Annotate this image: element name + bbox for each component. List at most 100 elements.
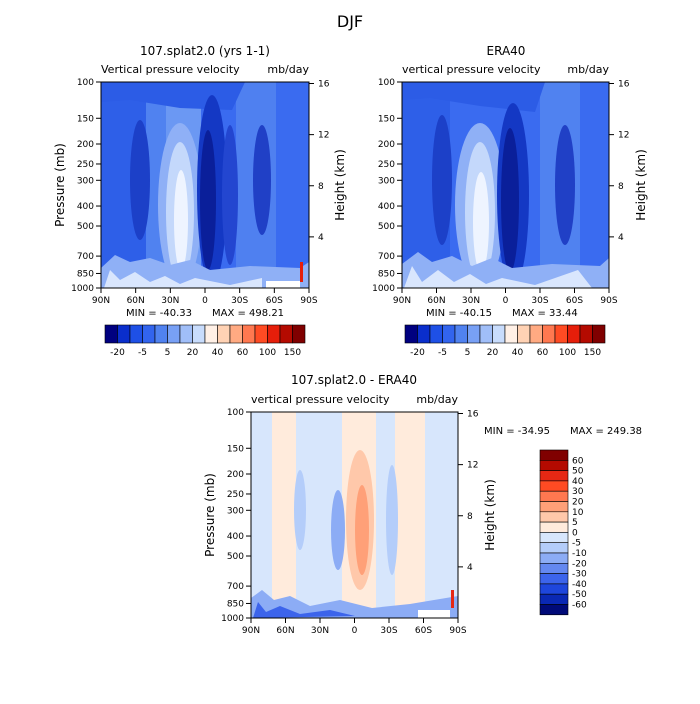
colorbar-swatch [254,324,268,344]
colorbar-swatch [539,593,569,605]
colorbar-label: -60 [572,601,587,611]
colorbar-swatch [292,324,306,344]
panel-difference: 107.splat2.0 - ERA40 vertical pressure v… [203,373,642,636]
panel-1-ytick-label: 150 [378,114,395,124]
panel-model-title: 107.splat2.0 (yrs 1-1) [140,44,270,58]
panel-diff-ylabel-right: Height (km) [483,479,497,550]
panel-0-ytick-label: 400 [77,202,94,212]
colorbar-label: 0 [572,528,578,538]
colorbar-label: 100 [259,348,276,358]
panel-era40-max: MAX = 33.44 [512,308,578,319]
field-contour-equator-core [355,485,369,575]
panel-diff-title: 107.splat2.0 - ERA40 [291,373,417,387]
panel-era40-min: MIN = -40.15 [426,308,492,319]
colorbar-swatch [539,459,569,471]
colorbar-swatch [529,324,543,344]
panel-1-ytick-right-label: 8 [618,182,624,192]
colorbar-swatch [179,324,193,344]
colorbar-label: -5 [572,539,581,549]
colorbar-label: 5 [465,348,471,358]
colorbar-swatch [167,324,181,344]
colorbar-swatch [417,324,431,344]
colorbar-swatch [539,449,569,461]
field-contour-surface-negative [251,590,458,618]
panel-1-xtick-label: 60N [427,296,445,306]
colorbar-swatch [429,324,443,344]
colorbar-label: 60 [572,456,584,466]
panel-2-ytick-label: 500 [227,552,244,562]
colorbar-label: 20 [572,498,584,508]
field-contour-ascent-core [501,128,519,272]
panel-model-field [101,82,309,288]
panel-0-ytick-label: 850 [77,269,94,279]
panel-1-ytick-label: 700 [378,252,395,262]
panel-model: 107.splat2.0 (yrs 1-1) Vertical pressure… [53,44,347,358]
colorbar-swatch [539,542,569,554]
field-band-nh-positive [272,412,296,618]
panel-1-xtick-label: 30N [462,296,480,306]
colorbar-label: 10 [572,508,584,518]
panel-2-ytick-label: 200 [227,470,244,480]
colorbar-label: -30 [572,570,587,580]
panel-2-ytick-label: 1000 [221,614,244,624]
panel-2-xtick-label: 60S [415,626,432,636]
panel-diff-subtitle-left: vertical pressure velocity [251,393,390,406]
panel-2-ytick-label: 300 [227,506,244,516]
panel-2-xtick-label: 90N [242,626,260,636]
panel-diff-ylabel: Pressure (mb) [203,473,217,557]
panel-model-min: MIN = -40.33 [126,308,192,319]
field-contour-descent-core [174,170,188,270]
colorbar-label: -20 [410,348,425,358]
colorbar-swatch [539,573,569,585]
colorbar-swatch [204,324,218,344]
field-antarctic-mask [266,281,300,288]
field-positive-edge [451,590,454,608]
colorbar-swatch [454,324,468,344]
colorbar-swatch [539,552,569,564]
colorbar-swatch [117,324,131,344]
panel-era40-subtitle-left: vertical pressure velocity [402,63,541,76]
colorbar-label: 5 [165,348,171,358]
field-contour-surface-light [104,270,262,288]
panel-1-ytick-label: 200 [378,140,395,150]
panel-2-ytick-right-label: 16 [467,410,479,420]
colorbar-swatch [142,324,156,344]
panel-model-max: MAX = 498.21 [212,308,284,319]
field-contour-nh-storm [130,120,150,240]
colorbar-swatch [539,470,569,482]
panel-era40-title: ERA40 [487,44,526,58]
field-contour-descent-core [473,172,489,272]
panel-2-ytick-label: 400 [227,532,244,542]
panel-0-ytick-right-label: 16 [318,80,330,90]
colorbar-label: 40 [572,477,584,487]
panel-era40-ylabel-right: Height (km) [634,149,648,220]
panel-0-ytick-label: 250 [77,160,94,170]
panel-2-xtick-label: 30N [311,626,329,636]
colorbar-label: 60 [237,348,249,358]
colorbar-label: -5 [438,348,447,358]
panel-2-ytick-right-label: 4 [467,563,473,573]
colorbar-swatch [539,604,569,616]
colorbar-swatch [442,324,456,344]
panel-2-xtick-label: 0 [352,626,358,636]
colorbar-swatch [539,511,569,523]
panel-0-xtick-label: 60S [266,296,283,306]
panel-0-xtick-label: 0 [202,296,208,306]
panel-0-xtick-label: 90N [92,296,110,306]
field-contour-ascent-sh [222,125,238,265]
panel-diff-max: MAX = 249.38 [570,426,642,437]
colorbar-swatch [539,583,569,595]
colorbar-swatch [279,324,293,344]
panel-model-ylabel: Pressure (mb) [53,143,67,227]
panel-0-ytick-label: 200 [77,140,94,150]
colorbar-swatch [479,324,493,344]
colorbar-label: 40 [512,348,524,358]
panel-0-xtick-label: 30N [161,296,179,306]
panel-0-xtick-label: 60N [127,296,145,306]
field-antarctic-mask [418,610,450,618]
panel-1-xtick-label: 0 [503,296,509,306]
panel-0-ytick-label: 500 [77,222,94,232]
field-band-sh-positive [395,412,425,618]
